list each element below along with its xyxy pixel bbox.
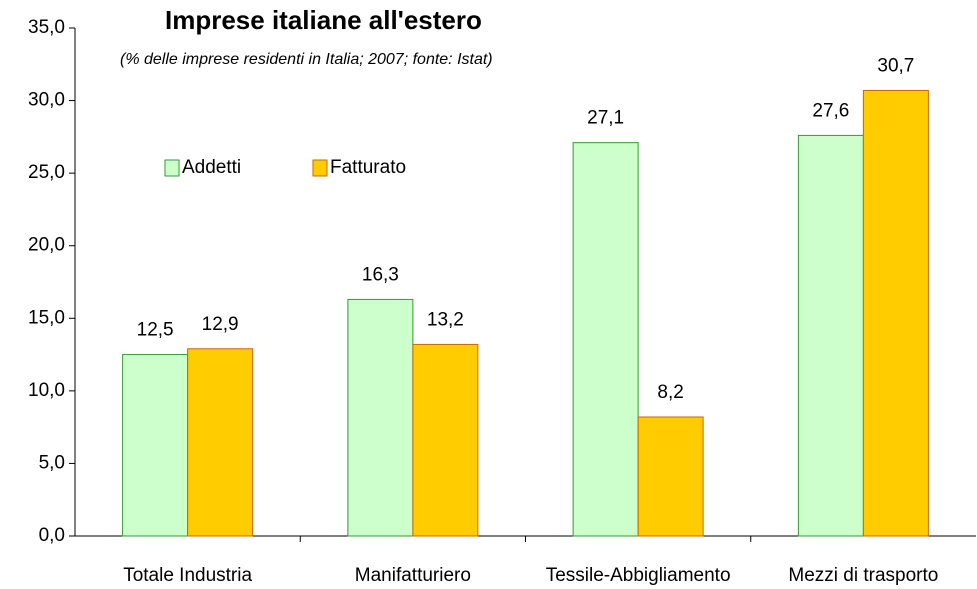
bar (187, 348, 254, 537)
bar (122, 354, 189, 537)
chart-title: Imprese italiane all'estero (165, 5, 482, 35)
value-label: 12,5 (137, 320, 174, 341)
bar (862, 89, 929, 537)
value-label: 13,2 (427, 309, 464, 330)
value-label: 27,1 (587, 108, 624, 129)
x-tick-label: Manifatturiero (355, 565, 471, 586)
bar (347, 298, 414, 537)
x-tick-label: Totale Industria (123, 565, 252, 586)
value-label: 30,7 (877, 55, 914, 76)
bar (412, 343, 479, 537)
x-tick-label: Tessile-Abbigliamento (546, 565, 731, 586)
bar (572, 142, 639, 537)
y-tick-label: 10,0 (28, 380, 65, 401)
legend-swatch (164, 159, 180, 177)
bar (637, 416, 704, 537)
legend-swatch (312, 159, 328, 177)
y-tick-label: 25,0 (28, 162, 65, 183)
y-tick-label: 35,0 (28, 17, 65, 38)
value-label: 27,6 (812, 100, 849, 121)
bar (797, 134, 864, 537)
legend-label: Fatturato (330, 157, 406, 178)
value-label: 16,3 (362, 264, 399, 285)
value-label: 8,2 (657, 382, 683, 403)
y-tick-label: 5,0 (39, 452, 65, 473)
value-label: 12,9 (202, 314, 239, 335)
y-tick-label: 20,0 (28, 235, 65, 256)
legend-label: Addetti (182, 157, 241, 178)
y-tick-label: 30,0 (28, 90, 65, 111)
chart-subtitle: (% delle imprese residenti in Italia; 20… (120, 51, 493, 68)
y-tick-label: 0,0 (39, 525, 65, 546)
y-tick-label: 15,0 (28, 307, 65, 328)
x-tick-label: Mezzi di trasporto (788, 565, 938, 586)
